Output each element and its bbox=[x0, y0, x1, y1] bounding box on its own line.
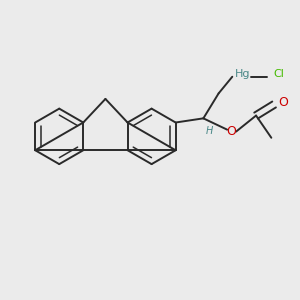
Text: H: H bbox=[205, 126, 213, 136]
Text: Hg: Hg bbox=[234, 69, 250, 79]
Text: O: O bbox=[278, 96, 288, 109]
Text: Cl: Cl bbox=[273, 69, 284, 79]
Text: O: O bbox=[226, 125, 236, 138]
